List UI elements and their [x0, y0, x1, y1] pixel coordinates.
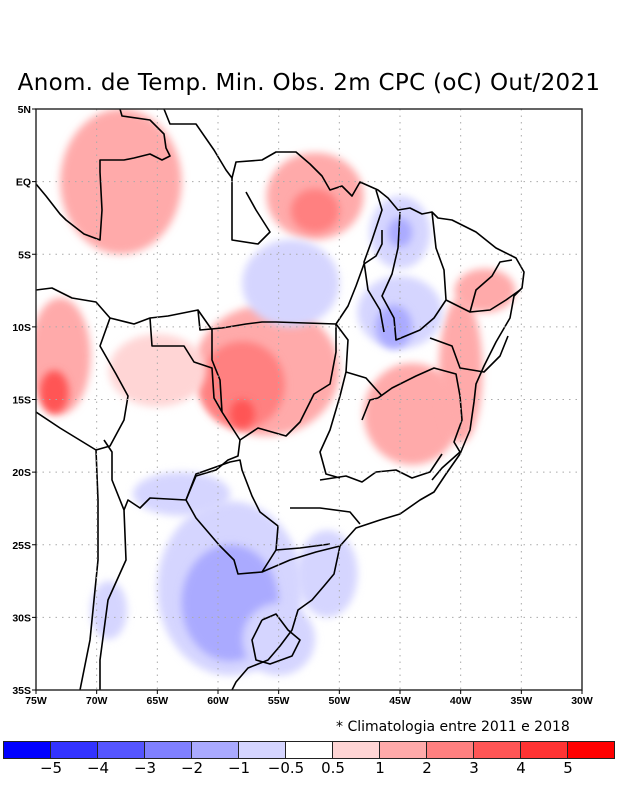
lat-tick-label: 5N	[18, 104, 31, 116]
lat-tick-label: 20S	[12, 467, 31, 479]
colorbar-label: −0.5	[267, 759, 305, 777]
continent-outline	[36, 109, 525, 690]
colorbar-swatch	[239, 742, 286, 758]
colorbar	[3, 741, 615, 759]
lon-tick-label: 60W	[207, 695, 229, 707]
chart-title: Anom. de Temp. Min. Obs. 2m CPC (oC) Out…	[17, 70, 601, 96]
lat-tick-label: 35S	[12, 685, 31, 697]
colorbar-swatch	[380, 742, 427, 758]
goias-border	[319, 323, 383, 479]
lat-tick-label: 10S	[12, 322, 31, 334]
anomaly-region-rs-cold	[296, 530, 358, 618]
chile-coast	[36, 411, 99, 690]
chile-argentina-border	[99, 439, 127, 690]
colorbar-swatch	[521, 742, 568, 758]
colorbar-label: 5	[563, 759, 573, 777]
anomaly-region-ne-coast-warm	[454, 268, 516, 313]
anomaly-region-maranhao-core	[387, 217, 413, 247]
uruguay-border	[251, 613, 301, 665]
lat-tick-label: 30S	[12, 612, 31, 624]
colorbar-label: −1	[227, 759, 251, 777]
anomaly-map: 75W 70W 65W 60W 55W 50W 45W 40W 35W 30W 5N EQ 5S 10S 1…	[12, 104, 593, 707]
lon-tick-label: 70W	[86, 695, 108, 707]
mato-grosso-border	[197, 309, 337, 441]
colorbar-swatch	[568, 742, 614, 758]
lat-tick-label: EQ	[16, 177, 31, 189]
lon-tick-label: 30W	[571, 695, 593, 707]
anomaly-region-mato-grosso-peak	[230, 399, 255, 429]
axis-ticks: 75W 70W 65W 60W 55W 50W 45W 40W 35W 30W 5N EQ 5S 10S 1…	[12, 104, 593, 707]
colorbar-label: −2	[180, 759, 204, 777]
ne-state-borders	[363, 189, 521, 373]
paraguay-border	[185, 459, 279, 575]
colorbar-label: 2	[422, 759, 432, 777]
lat-tick-label: 5S	[18, 249, 31, 261]
anomaly-region-uruguay-cold	[242, 602, 316, 676]
lon-tick-label: 65W	[147, 695, 169, 707]
colorbar-label: −3	[133, 759, 157, 777]
lat-tick-label: 25S	[12, 540, 31, 552]
anomaly-region-chile-cold	[90, 581, 128, 640]
graticule	[36, 109, 582, 690]
anomaly-region-minas-warm	[363, 363, 461, 465]
colorbar-swatch	[145, 742, 192, 758]
colorbar-swatch	[333, 742, 380, 758]
anomaly-region-para-south-cold	[242, 239, 340, 327]
colorbar-swatch	[286, 742, 333, 758]
lon-tick-label: 55W	[268, 695, 290, 707]
lon-tick-label: 75W	[25, 695, 47, 707]
southern-states	[261, 453, 443, 573]
amazonas-pará-border	[231, 178, 271, 245]
lon-tick-label: 45W	[389, 695, 411, 707]
colorbar-label: 1	[375, 759, 385, 777]
lon-tick-label: 50W	[329, 695, 351, 707]
anomaly-region-bolivia-south-cold	[133, 472, 231, 516]
bolivia-border	[95, 317, 241, 511]
colorbar-swatch	[427, 742, 474, 758]
lat-tick-label: 15S	[12, 395, 31, 407]
lon-tick-label: 40W	[450, 695, 472, 707]
country-borders	[36, 109, 525, 690]
colorbar-label: 4	[516, 759, 526, 777]
anomaly-region-para-north-core	[290, 188, 340, 233]
colorbar-label: −4	[86, 759, 110, 777]
colorbar-label: 3	[469, 759, 479, 777]
colorbar-swatch	[51, 742, 98, 758]
anomaly-region-peru-core	[39, 370, 69, 415]
lon-tick-label: 35W	[511, 695, 533, 707]
colorbar-swatch	[474, 742, 521, 758]
colorbar-swatch	[4, 742, 51, 758]
minas-border	[361, 367, 463, 481]
colorbar-label: −5	[39, 759, 63, 777]
colorbar-swatch	[192, 742, 239, 758]
colorbar-label: 0.5	[321, 759, 345, 777]
climatology-note: * Climatologia entre 2011 e 2018	[336, 719, 570, 735]
colorbar-swatch	[98, 742, 145, 758]
